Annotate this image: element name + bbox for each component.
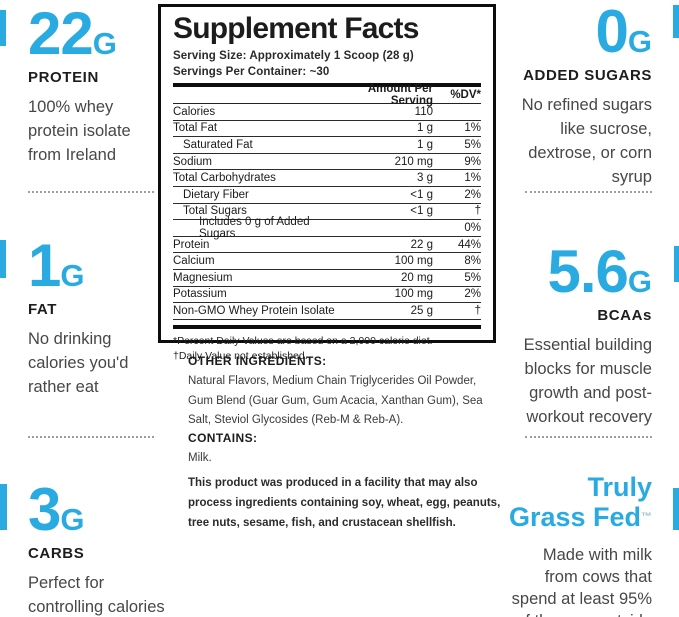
serving-size: Serving Size: Approximately 1 Scoop (28 … [173,50,414,62]
table-row-sodium: Sodium 210 mg 9% [173,154,481,171]
contains-body: Milk. [188,452,212,464]
allergen-notice-block: This product was produced in a facility … [188,473,502,533]
dotted-divider [28,436,154,438]
cut-off-digit-bar [673,488,679,530]
rule-thick [173,83,481,87]
fat-label: FAT [28,301,58,318]
gram-unit: G [627,264,652,299]
carbs-description: Perfect for controlling calories and car… [28,574,165,616]
header-dv: %DV* [450,89,481,101]
contains-block: CONTAINS: Milk. [188,431,502,469]
added-sugars-amount: 0G [595,0,653,65]
grass-fed-description: Made with milk from cows that spend at l… [511,546,652,617]
cut-off-digit-bar [0,484,7,530]
panel-footnotes: *Percent Daily Values are based on a 2,0… [173,334,433,362]
carbs-amount: 3G [28,476,85,543]
cut-off-digit-bar [0,10,6,46]
supplement-facts-panel: Supplement Facts Serving Size: Approxima… [158,4,496,362]
stat-fat: 1G FAT No drinking calories you'd rather… [28,236,178,399]
protein-description: 100% whey protein isolate from Ireland [28,98,131,164]
table-row-whey-isolate: Non-GMO Whey Protein Isolate 25 g † [173,303,481,320]
gram-unit: G [60,502,85,537]
panel-title: Supplement Facts [173,12,419,45]
table-row-potassium: Potassium 100 mg 2% [173,287,481,304]
stat-added-sugars: 0G ADDED SUGARS No refined sugars like s… [482,2,652,189]
table-row-calories: Calories 110 [173,104,481,121]
bcaas-amount: 5.6G [547,238,652,305]
cut-off-digit-bar [0,240,6,278]
dotted-divider [525,436,652,438]
table-row-magnesium: Magnesium 20 mg 5% [173,270,481,287]
table-row-saturated-fat: Saturated Fat 1 g 5% [173,137,481,154]
added-sugars-label: ADDED SUGARS [523,67,652,84]
table-row-calcium: Calcium 100 mg 8% [173,253,481,270]
grass-fed-heading: Truly Grass Fed™ [508,472,652,532]
header-amount: Amount Per Serving [367,83,433,107]
rule-thick [173,324,481,329]
stat-protein: 22G PROTEIN 100% whey protein isolate fr… [28,4,178,167]
allergen-notice: This product was produced in a facility … [188,477,501,529]
fat-amount: 1G [28,232,85,299]
bcaas-label: BCAAs [597,307,652,324]
other-ingredients-body: Natural Flavors, Medium Chain Triglyceri… [188,375,483,426]
table-row-total-sugars: Total Sugars <1 g † [173,204,481,221]
stat-bcaas: 5.6G BCAAs Essential building blocks for… [482,242,652,429]
table-row-total-carbohydrates: Total Carbohydrates 3 g 1% [173,170,481,187]
protein-label: PROTEIN [28,69,99,86]
fat-description: No drinking calories you'd rather eat [28,330,129,396]
table-row-dietary-fiber: Dietary Fiber <1 g 2% [173,187,481,204]
added-sugars-description: No refined sugars like sucrose, dextrose… [521,96,652,186]
carbs-label: CARBS [28,545,85,562]
cut-off-digit-bar [673,5,679,38]
stat-grass-fed: Truly Grass Fed™ Made with milk from cow… [467,472,652,617]
gram-unit: G [92,26,117,61]
dotted-divider [28,191,154,193]
gram-unit: G [60,258,85,293]
table-row-added-sugars: Includes 0 g of Added Sugars 0% [173,216,481,240]
trademark-symbol: ™ [641,511,652,523]
cut-off-digit-bar [674,246,679,282]
servings-per-container: Servings Per Container: ~30 [173,66,330,78]
other-ingredients-label: OTHER INGREDIENTS: [188,354,327,368]
contains-label: CONTAINS: [188,431,258,445]
gram-unit: G [627,24,652,59]
bcaas-description: Essential building blocks for muscle gro… [523,336,652,426]
table-row-protein: Protein 22 g 44% [173,237,481,254]
other-ingredients-block: OTHER INGREDIENTS: Natural Flavors, Medi… [188,354,502,431]
protein-amount: 22G [28,0,117,67]
table-header: Amount Per Serving %DV* [173,83,481,107]
table-row-total-fat: Total Fat 1 g 1% [173,121,481,138]
dotted-divider [525,191,652,193]
stat-carbs: 3G CARBS Perfect for controlling calorie… [28,480,188,617]
